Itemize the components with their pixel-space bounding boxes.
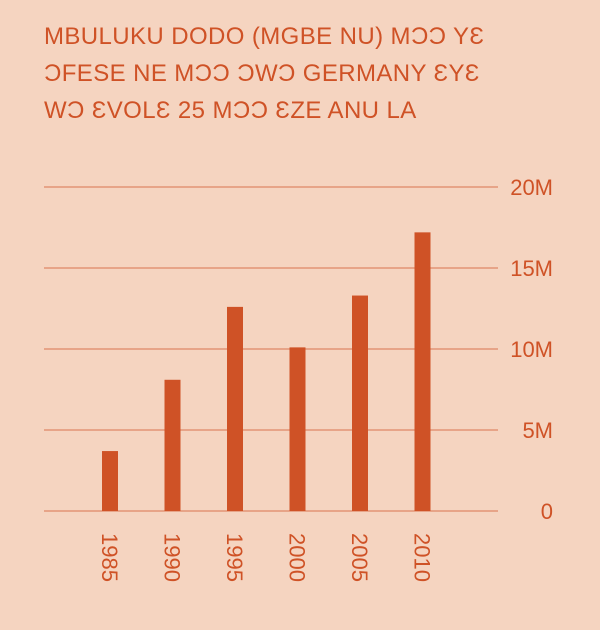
bar-1995 — [227, 306, 243, 511]
x-tick-label: 2010 — [410, 533, 435, 582]
x-tick-label: 2000 — [285, 533, 310, 582]
chart-title-line-3: wɔ ɛvolɛ 25 mɔɔ ɛze anu la — [44, 97, 417, 124]
y-tick-label: 10M — [510, 337, 553, 362]
bar-1985 — [102, 451, 118, 511]
bar-2005 — [352, 295, 368, 511]
bar-2000 — [289, 347, 306, 511]
y-tick-label: 0 — [541, 499, 553, 524]
x-tick-label: 2005 — [347, 533, 372, 582]
chart-title: Mbuluku dodo (mgbe nu) mɔɔ yɛ ɔfese ne m… — [44, 18, 564, 129]
bar-2010 — [414, 232, 431, 512]
x-tick-label: 1990 — [160, 533, 185, 582]
chart-title-line-2: ɔfese ne mɔɔ ɔwɔ Germany ɛyɛ — [44, 60, 480, 87]
bars-group — [102, 232, 431, 512]
chart-title-line-1: Mbuluku dodo (mgbe nu) mɔɔ yɛ — [44, 23, 485, 50]
y-tick-label: 20M — [510, 175, 553, 200]
x-tick-labels-group: 1985 1990 1995 2000 2005 2010 — [97, 533, 435, 582]
y-tick-labels-group: 0 5M 10M 15M 20M — [510, 175, 553, 524]
y-tick-label: 5M — [522, 418, 553, 443]
bar-1990 — [164, 379, 181, 511]
y-tick-label: 15M — [510, 256, 553, 281]
x-tick-label: 1995 — [222, 533, 247, 582]
x-tick-label: 1985 — [97, 533, 122, 582]
